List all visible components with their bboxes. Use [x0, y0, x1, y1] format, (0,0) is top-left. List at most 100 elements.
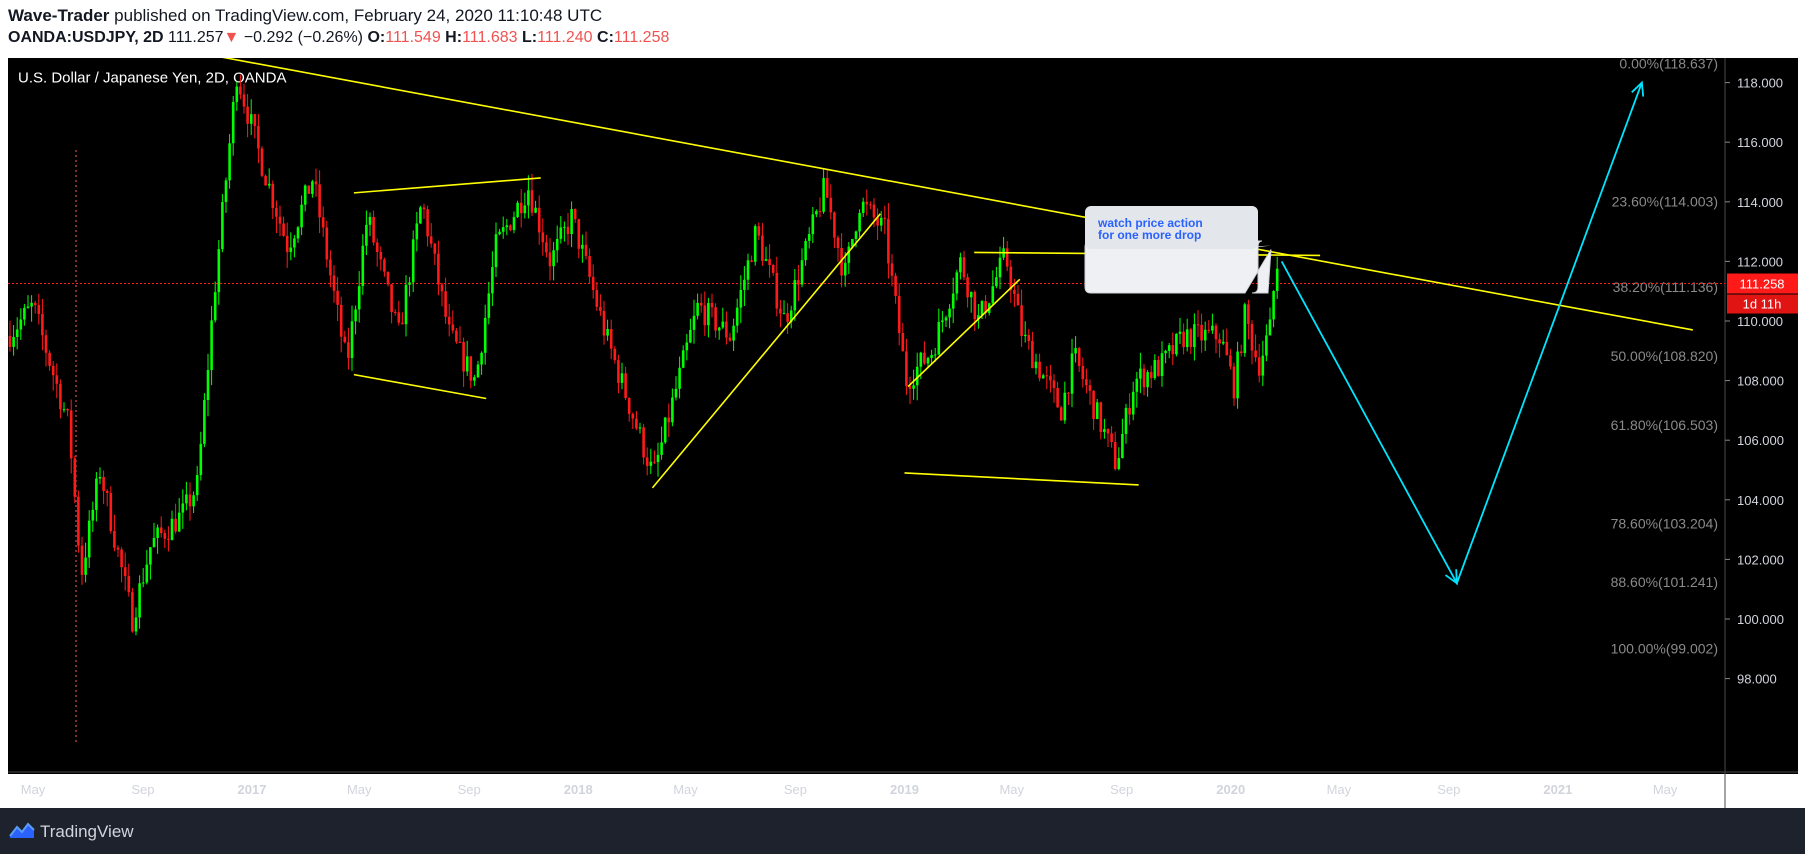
candle	[653, 461, 656, 463]
candle	[1221, 341, 1225, 344]
candle	[1131, 391, 1135, 415]
candle	[55, 375, 59, 384]
price-chart[interactable]: U.S. Dollar / Japanese Yen, 2D, OANDA 118…	[0, 58, 1805, 808]
candle	[1239, 351, 1243, 354]
candle	[1117, 458, 1121, 470]
x-tick-label: 2018	[564, 782, 593, 797]
candle	[566, 226, 570, 235]
candle	[1167, 345, 1171, 351]
candle	[37, 305, 41, 314]
symbol-label: OANDA:USDJPY, 2D	[8, 29, 164, 46]
x-tick-label: May	[1327, 782, 1352, 797]
candle	[966, 277, 969, 298]
brand-name[interactable]: TradingView	[40, 822, 134, 841]
candle	[465, 356, 469, 372]
candle	[915, 366, 919, 386]
candle	[764, 259, 768, 261]
candle	[1265, 335, 1268, 356]
candle	[642, 427, 645, 458]
candle	[1063, 392, 1067, 421]
candle	[959, 257, 962, 273]
candle	[555, 238, 559, 251]
annotation-pointer	[1232, 245, 1271, 248]
fib-level-label: 88.60%(101.241)	[1611, 574, 1718, 590]
author-name[interactable]: Wave-Trader	[8, 6, 110, 25]
candle	[1045, 375, 1049, 377]
candle	[1178, 331, 1182, 334]
candle	[123, 567, 127, 577]
candle	[894, 275, 897, 296]
candle	[980, 301, 984, 316]
candle	[753, 226, 757, 262]
candle	[559, 227, 563, 239]
candle	[296, 227, 300, 239]
candle	[768, 259, 771, 266]
candle	[397, 312, 401, 323]
candle	[44, 335, 48, 353]
candle	[581, 244, 584, 249]
candle	[1049, 375, 1052, 381]
candle	[152, 537, 156, 548]
countdown-tag	[1727, 294, 1798, 314]
candle	[267, 183, 271, 186]
candle	[923, 352, 926, 364]
x-tick-label: Sep	[784, 782, 807, 797]
candle	[1110, 433, 1113, 443]
candle	[188, 494, 192, 507]
candle	[1128, 407, 1131, 415]
candle	[599, 306, 602, 311]
candle	[311, 181, 314, 194]
candle	[735, 307, 739, 326]
candle	[548, 252, 552, 267]
candle	[872, 204, 876, 218]
candle	[1070, 353, 1074, 394]
candle	[95, 478, 98, 510]
candle	[779, 308, 782, 314]
candle	[264, 175, 267, 186]
candle	[1175, 333, 1178, 355]
candle	[721, 321, 725, 328]
candle	[293, 238, 296, 248]
candle	[933, 354, 937, 356]
candle	[1081, 366, 1085, 380]
candle	[314, 181, 318, 185]
candle	[1275, 268, 1279, 291]
candle	[69, 410, 73, 459]
candle	[746, 260, 750, 280]
candle	[541, 232, 545, 243]
candle	[638, 427, 642, 429]
candle	[422, 207, 426, 210]
chart-header: Wave-Trader published on TradingView.com…	[0, 0, 1805, 58]
candle	[379, 251, 383, 260]
fib-level-label: 0.00%(118.637)	[1619, 58, 1718, 72]
candle	[185, 494, 188, 504]
candle	[33, 302, 37, 306]
candle	[73, 458, 77, 497]
candle	[1243, 304, 1247, 354]
candle	[563, 226, 566, 228]
candle	[912, 385, 915, 389]
candle	[62, 409, 66, 411]
candle	[59, 383, 62, 410]
candle	[347, 342, 350, 358]
candle	[732, 325, 735, 341]
tradingview-logo-icon[interactable]	[8, 820, 36, 840]
candle	[1164, 350, 1167, 354]
candle	[692, 315, 696, 330]
candle	[825, 178, 829, 198]
candle	[1207, 329, 1211, 331]
candle	[1077, 348, 1081, 367]
candle	[1189, 329, 1193, 348]
candle	[138, 583, 141, 618]
candle	[537, 207, 541, 233]
candle	[793, 280, 797, 311]
candle	[689, 329, 692, 343]
candle	[159, 527, 163, 534]
candle	[707, 302, 710, 326]
candle	[134, 617, 138, 632]
candle	[818, 211, 822, 213]
candle	[383, 259, 386, 272]
candle	[678, 367, 681, 389]
annotation-box	[1085, 206, 1258, 249]
projection-arrow-up-icon	[1631, 80, 1645, 97]
